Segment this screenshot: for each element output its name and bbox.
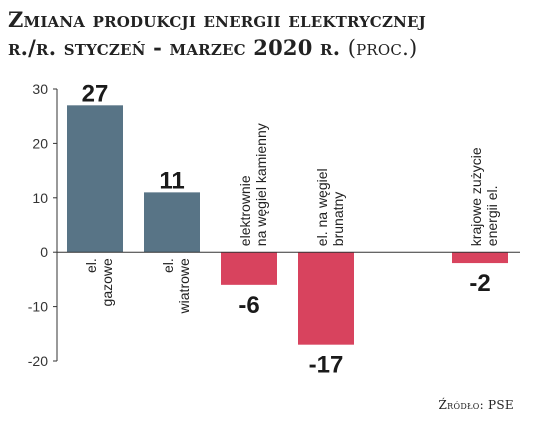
category-label: elektrownie na węgiel kamienny bbox=[237, 123, 269, 246]
category-label-line: energii el. bbox=[484, 185, 500, 246]
y-tick-label: 0 bbox=[40, 244, 48, 260]
bar bbox=[67, 105, 123, 253]
category-label: krajowe zużycie energii el. bbox=[468, 147, 500, 246]
bar-value-label: -17 bbox=[309, 352, 344, 379]
category-label-line: brunatny bbox=[330, 192, 346, 246]
category-label-line: wiatrowe bbox=[176, 258, 192, 314]
bar bbox=[221, 252, 277, 285]
bar-value-label: -6 bbox=[238, 292, 259, 319]
category-label-line: el. bbox=[83, 258, 99, 273]
chart-unit: (proc.) bbox=[347, 36, 418, 60]
bar-value-label: 11 bbox=[159, 167, 184, 194]
bar-value-label: 27 bbox=[82, 80, 109, 107]
y-tick-label: 30 bbox=[32, 81, 48, 97]
category-label-line: el. na węgiel bbox=[314, 168, 330, 246]
source-note: Źródło: PSE bbox=[438, 398, 514, 412]
chart-title-line-1: Zmiana produkcji energii elektrycznej bbox=[8, 7, 426, 32]
bar bbox=[144, 192, 200, 253]
bar bbox=[452, 252, 508, 264]
category-label: el. gazowe bbox=[83, 258, 115, 306]
category-label-line: krajowe zużycie bbox=[468, 147, 484, 246]
y-tick-label: 20 bbox=[32, 135, 48, 151]
category-label-line: gazowe bbox=[99, 258, 115, 306]
category-label-line: na węgiel kamienny bbox=[253, 123, 269, 246]
bar bbox=[298, 252, 354, 345]
y-tick-label: -20 bbox=[28, 353, 48, 369]
category-label-line: elektrownie bbox=[237, 175, 253, 246]
category-label: el. wiatrowe bbox=[160, 258, 192, 314]
y-tick-label: 10 bbox=[32, 190, 48, 206]
category-label: el. na węgiel brunatny bbox=[314, 168, 346, 246]
chart-title: Zmiana produkcji energii elektrycznej r.… bbox=[8, 6, 426, 62]
bar-value-label: -2 bbox=[469, 270, 490, 297]
y-tick-label: -10 bbox=[28, 299, 48, 315]
chart-subtitle: r./r. styczeń - marzec 2020 r. bbox=[8, 35, 341, 60]
category-label-line: el. bbox=[160, 258, 176, 273]
